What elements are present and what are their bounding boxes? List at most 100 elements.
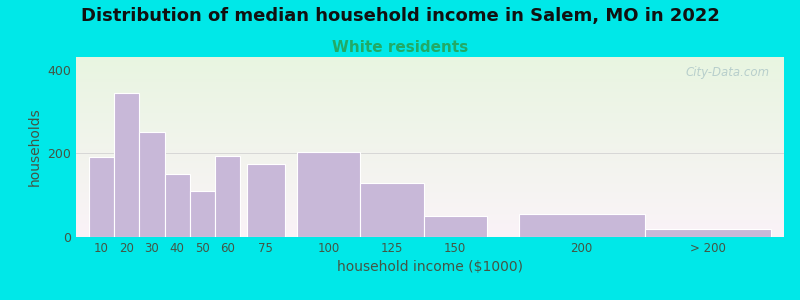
Bar — [76, 67, 784, 68]
Bar — [76, 135, 784, 136]
Bar — [76, 128, 784, 129]
Bar — [76, 193, 784, 194]
Bar — [76, 235, 784, 236]
Bar — [76, 118, 784, 119]
Bar — [76, 169, 784, 170]
Bar — [76, 60, 784, 61]
Bar — [76, 105, 784, 106]
Bar — [76, 82, 784, 83]
Bar — [139, 132, 165, 237]
Bar — [76, 183, 784, 184]
Bar — [76, 131, 784, 132]
Bar — [76, 227, 784, 228]
Bar — [76, 84, 784, 85]
Bar — [76, 70, 784, 71]
Bar — [76, 58, 784, 59]
Bar — [76, 180, 784, 181]
Bar — [76, 142, 784, 143]
Bar — [76, 122, 784, 123]
Bar — [76, 100, 784, 101]
Bar — [76, 181, 784, 182]
Bar — [76, 140, 784, 141]
Bar — [76, 134, 784, 135]
Bar — [76, 99, 784, 100]
Bar — [76, 222, 784, 223]
Bar — [76, 155, 784, 156]
Bar — [76, 210, 784, 211]
Bar — [76, 209, 784, 210]
Bar — [76, 98, 784, 99]
Bar — [76, 120, 784, 121]
Bar — [76, 143, 784, 144]
Bar — [76, 147, 784, 148]
Bar — [76, 165, 784, 166]
Bar — [76, 121, 784, 122]
Bar — [76, 233, 784, 234]
Bar — [76, 85, 784, 86]
Bar — [76, 129, 784, 130]
Bar — [76, 87, 784, 88]
Bar — [76, 236, 784, 237]
Bar — [76, 194, 784, 195]
Bar — [518, 214, 645, 237]
Bar — [76, 199, 784, 200]
Bar — [76, 90, 784, 91]
Bar — [76, 57, 784, 58]
Bar — [76, 110, 784, 111]
Bar — [76, 152, 784, 153]
Bar — [76, 153, 784, 154]
Bar — [76, 211, 784, 212]
Bar — [246, 164, 285, 237]
Bar — [76, 190, 784, 191]
Bar — [76, 170, 784, 171]
Bar — [76, 78, 784, 79]
Bar — [76, 145, 784, 146]
Bar — [76, 232, 784, 233]
Bar — [76, 228, 784, 229]
Bar — [76, 113, 784, 114]
Bar — [76, 138, 784, 139]
Bar — [76, 112, 784, 113]
Bar — [76, 74, 784, 75]
Bar — [76, 185, 784, 186]
Bar — [76, 94, 784, 95]
Bar — [76, 162, 784, 163]
Bar — [76, 111, 784, 112]
Bar — [76, 207, 784, 208]
Bar — [76, 161, 784, 162]
Bar — [76, 139, 784, 140]
Bar — [76, 96, 784, 97]
Bar — [76, 106, 784, 107]
Bar — [89, 158, 114, 237]
Bar — [76, 104, 784, 105]
Bar — [76, 195, 784, 196]
Bar — [76, 83, 784, 84]
Bar — [76, 154, 784, 155]
Bar — [76, 64, 784, 65]
Bar — [76, 231, 784, 232]
Bar — [76, 202, 784, 203]
Bar — [76, 91, 784, 92]
Bar — [76, 136, 784, 137]
Bar — [298, 152, 361, 237]
Bar — [76, 218, 784, 219]
Bar — [76, 206, 784, 207]
Bar — [76, 174, 784, 175]
Bar — [76, 186, 784, 187]
Bar — [76, 219, 784, 220]
Bar — [76, 188, 784, 189]
Bar — [190, 191, 215, 237]
Bar — [76, 230, 784, 231]
Bar — [76, 178, 784, 179]
Bar — [76, 189, 784, 190]
Text: Distribution of median household income in Salem, MO in 2022: Distribution of median household income … — [81, 8, 719, 26]
Bar — [76, 63, 784, 64]
Bar — [76, 101, 784, 102]
Bar — [76, 224, 784, 225]
Bar — [76, 137, 784, 138]
Bar — [76, 109, 784, 110]
Bar — [76, 126, 784, 127]
Bar — [76, 159, 784, 160]
Bar — [76, 133, 784, 134]
Bar — [76, 213, 784, 214]
